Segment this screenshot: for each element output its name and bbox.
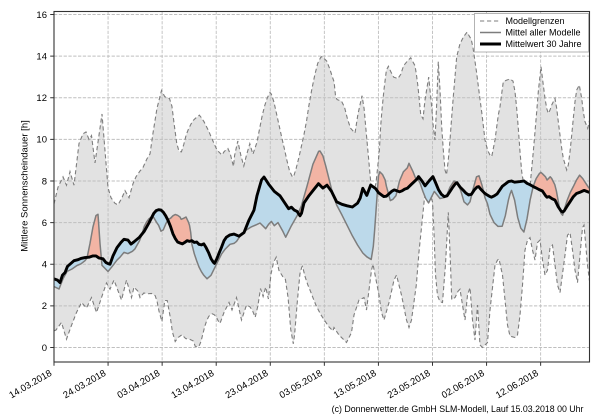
svg-text:16: 16	[36, 10, 47, 21]
svg-text:Modellgrenzen: Modellgrenzen	[506, 16, 565, 26]
svg-text:4: 4	[42, 260, 47, 271]
svg-text:Mittlere Sonnenscheindauer [h]: Mittlere Sonnenscheindauer [h]	[20, 120, 31, 252]
svg-text:(c) Donnerwetter.de GmbH SLM-M: (c) Donnerwetter.de GmbH SLM-Modell, Lau…	[332, 404, 584, 414]
svg-text:Mittelwert 30 Jahre: Mittelwert 30 Jahre	[506, 39, 582, 49]
svg-text:10: 10	[36, 135, 47, 146]
svg-text:6: 6	[42, 218, 47, 229]
svg-text:14: 14	[36, 51, 47, 62]
svg-text:8: 8	[42, 176, 47, 187]
svg-text:Mittel aller Modelle: Mittel aller Modelle	[506, 28, 581, 38]
svg-text:0: 0	[42, 343, 47, 354]
svg-text:12: 12	[36, 93, 47, 104]
svg-text:2: 2	[42, 301, 47, 312]
